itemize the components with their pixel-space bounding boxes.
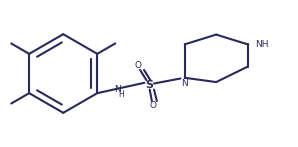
Text: H: H [118,90,124,99]
Text: N: N [114,85,121,94]
Text: NH: NH [255,40,269,49]
Text: N: N [181,79,188,88]
Text: O: O [149,101,156,110]
Text: S: S [145,80,153,90]
Text: O: O [134,61,141,70]
